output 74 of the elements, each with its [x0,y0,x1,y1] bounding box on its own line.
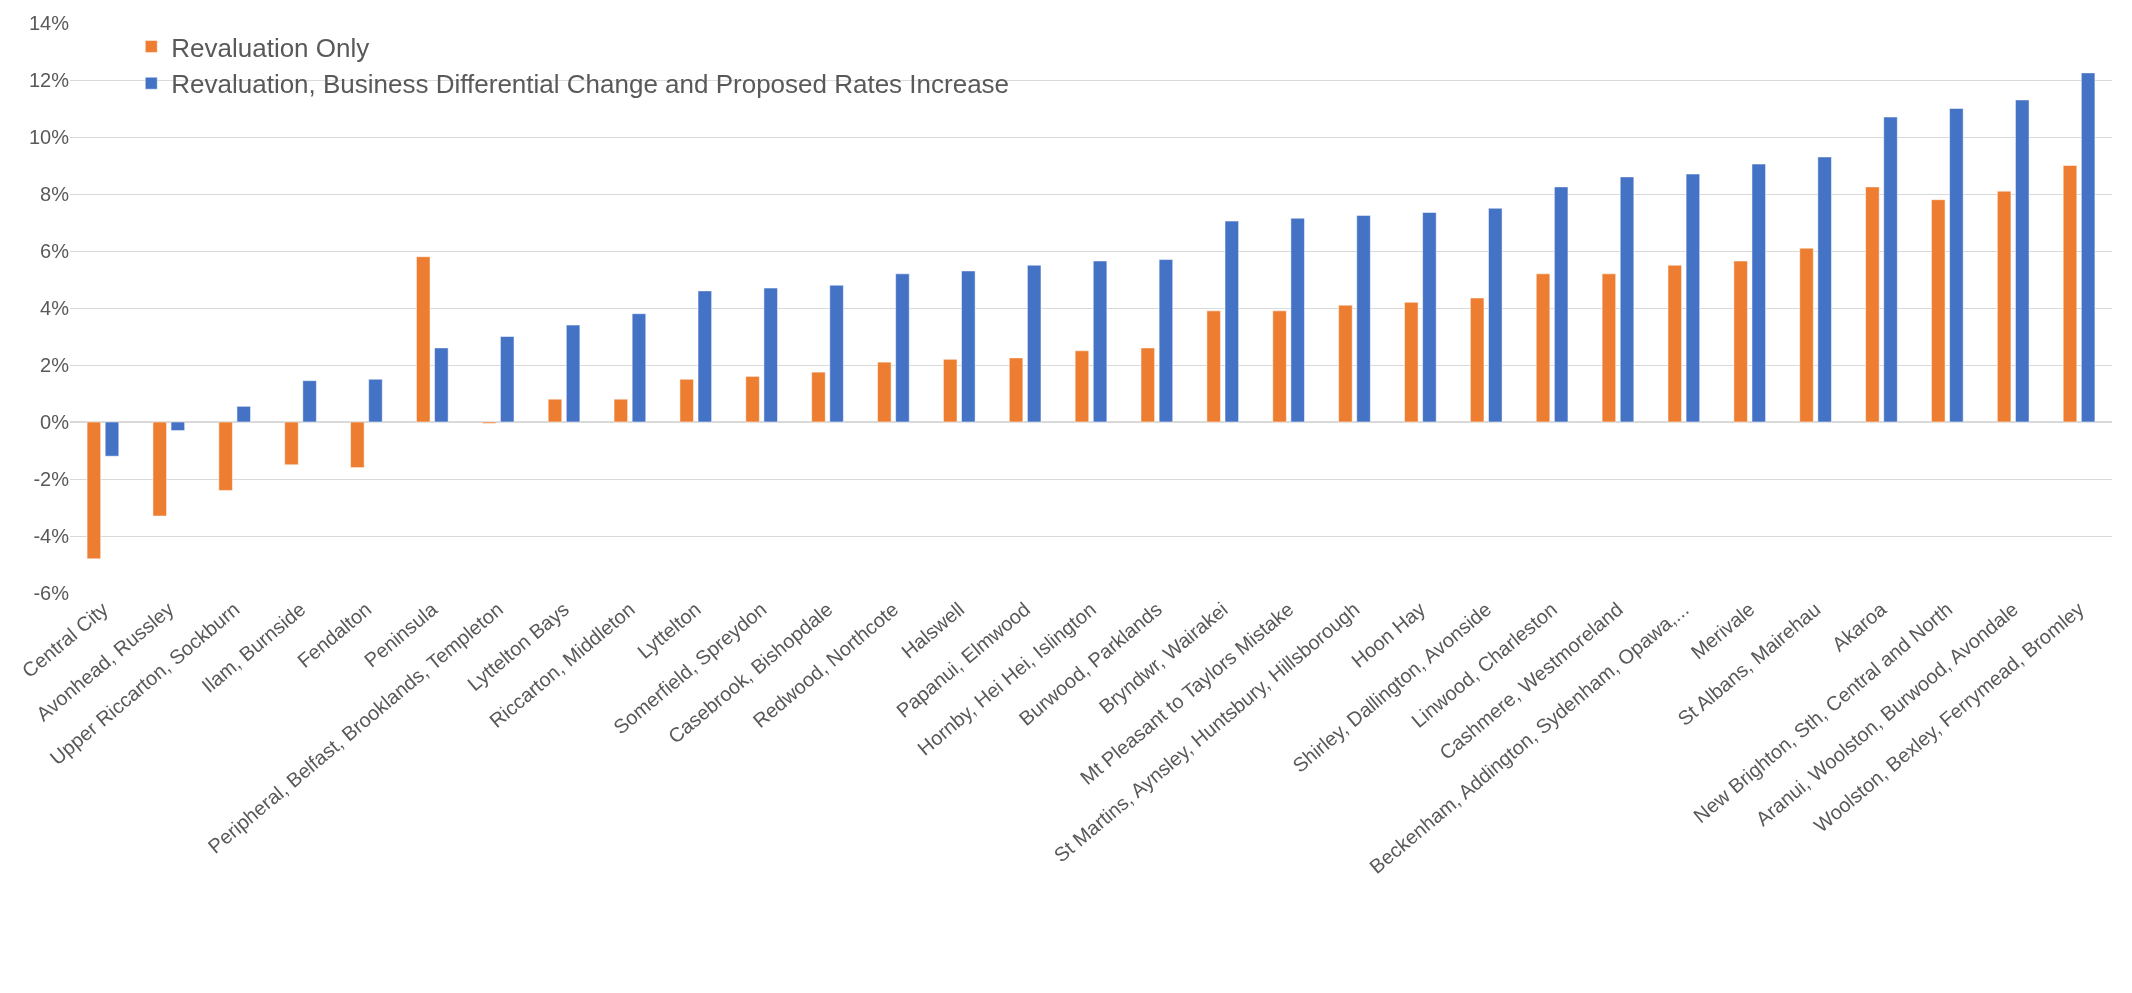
bar [2015,99,2030,423]
bar [2081,72,2096,423]
bar [2062,165,2078,423]
bar [434,347,449,423]
y-tick-label: -6% [33,582,70,604]
bar [943,359,958,423]
bar [1488,208,1503,423]
bar [1799,247,1814,423]
bar [1997,190,2012,423]
bar [416,256,431,423]
bar [218,421,233,491]
bar [1009,357,1024,423]
y-tick-label: -2% [33,468,70,490]
bar [1422,212,1437,423]
bar [1338,304,1353,423]
bar [1074,350,1089,423]
bar [1470,297,1485,423]
bar [1027,265,1042,423]
bar [86,421,101,560]
bar [763,287,778,423]
bar [1206,310,1221,423]
bar [1272,310,1287,423]
bar [745,376,760,423]
bar [961,270,976,423]
legend-label: Revaluation Only [171,32,370,63]
bar [877,361,892,423]
bar [236,406,251,423]
bar [829,284,844,423]
bar [1601,273,1616,423]
y-tick-label: 6% [40,240,70,262]
bar [1224,220,1239,423]
bar [811,371,826,423]
bar [1733,260,1748,423]
bar [368,379,383,423]
bar [1865,186,1880,423]
bar [1404,302,1419,423]
y-tick-label: -4% [33,525,70,547]
bar [152,421,167,517]
bar [302,380,317,423]
bar [1536,273,1551,423]
bar [1883,116,1898,423]
bar [500,336,515,423]
bar [1140,347,1155,423]
bar [350,421,365,468]
bar [1093,260,1108,423]
bar [1290,217,1305,423]
bar [104,421,120,457]
bar [1619,176,1635,423]
bar [1817,156,1832,423]
bar [1931,199,1946,423]
y-tick-label: 2% [40,354,70,376]
legend-label: Revaluation, Business Differential Change and Proposed Rates Increase [171,69,1010,100]
bar [1685,173,1700,423]
bar [1949,108,1964,423]
y-tick-label: 12% [28,69,70,91]
bar [566,324,581,423]
bar [547,398,563,423]
bar [1554,186,1569,423]
y-tick-label: 0% [40,411,70,433]
bar [1751,163,1766,423]
bar [613,398,628,423]
bar [631,313,646,423]
bar [284,421,299,465]
y-tick-label: 8% [40,183,70,205]
bar [1158,259,1173,423]
bar [679,379,694,423]
bar [1356,215,1371,423]
y-tick-label: 14% [28,12,70,34]
bar [1667,265,1682,423]
bar [697,290,712,423]
bar [170,421,185,431]
bar [895,273,910,423]
y-tick-label: 10% [28,126,70,148]
y-tick-label: 4% [40,297,70,319]
